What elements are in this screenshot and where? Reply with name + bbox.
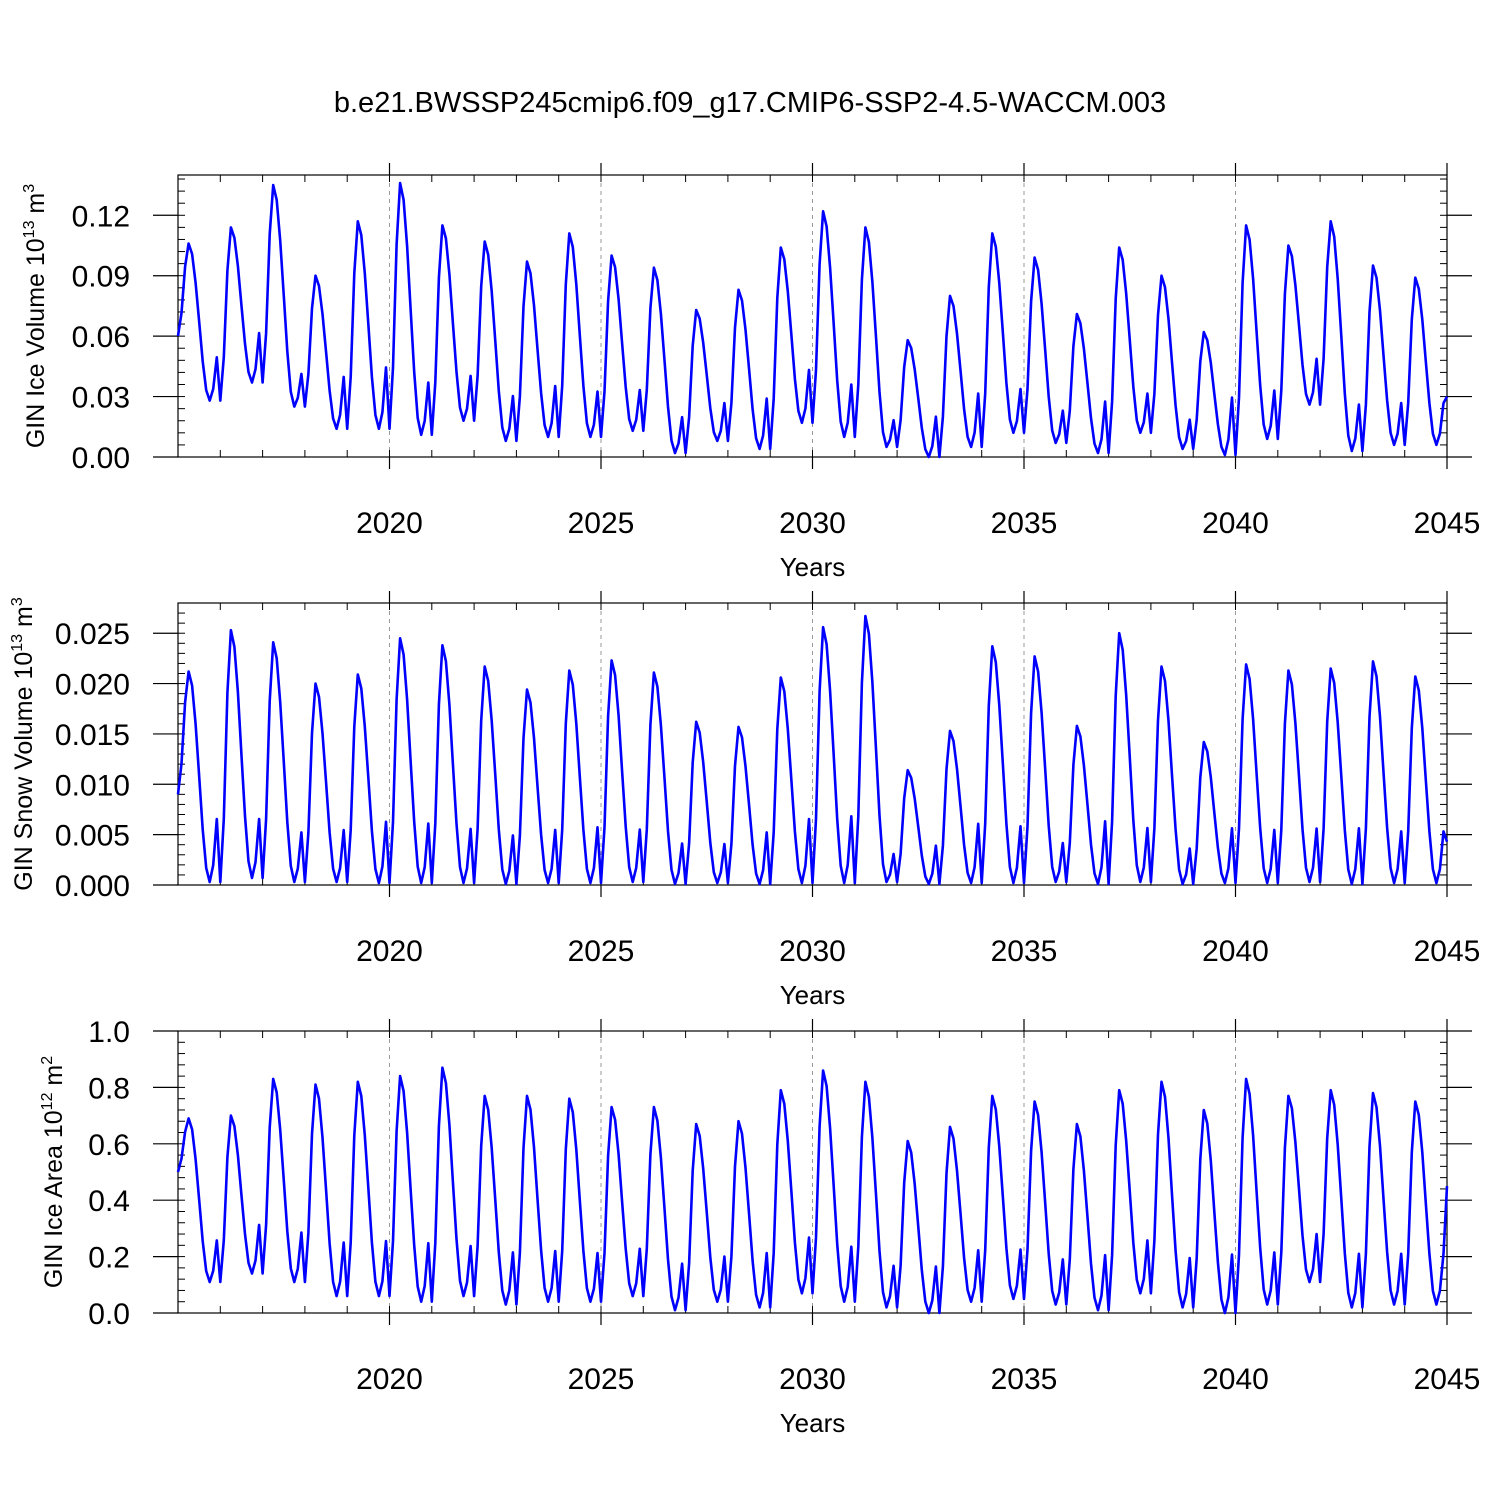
y-tick-label-0.005: 0.005 [55,820,130,853]
y-tick-label-0.00: 0.00 [72,442,130,475]
x-tick-label-2020: 2020 [356,507,423,540]
x-axis-label: Years [780,1408,846,1438]
y-tick-label-1.0: 1.0 [88,1016,130,1049]
x-tick-label-2025: 2025 [568,935,635,968]
x-tick-label-2045: 2045 [1414,507,1481,540]
y-tick-label-0.12: 0.12 [72,200,130,233]
y-tick-label-0.8: 0.8 [88,1072,130,1105]
y-tick-label-0.09: 0.09 [72,261,130,294]
x-tick-label-2040: 2040 [1202,935,1269,968]
x-tick-label-2035: 2035 [991,935,1058,968]
y-tick-label-0.000: 0.000 [55,870,130,903]
y-tick-label-0.2: 0.2 [88,1242,130,1275]
x-tick-label-2020: 2020 [356,935,423,968]
y-tick-label-0.010: 0.010 [55,769,130,802]
x-tick-label-2025: 2025 [568,1363,635,1396]
x-tick-label-2030: 2030 [779,935,846,968]
y-axis-label: GIN Snow Volume 1013 m3 [9,597,38,891]
chart-ice-volume: 2020 2025 2030 2035 2040 2045 0.00 0.03 0.06 0.09… [21,163,1480,582]
x-axis-label: Years [780,552,846,582]
y-tick-label-0.0: 0.0 [88,1298,130,1331]
x-tick-label-2045: 2045 [1414,1363,1481,1396]
y-tick-label-0.6: 0.6 [88,1129,130,1162]
y-tick-label-0.025: 0.025 [55,618,130,651]
y-tick-label-0.03: 0.03 [72,382,130,415]
x-tick-label-2040: 2040 [1202,1363,1269,1396]
x-tick-label-2035: 2035 [991,1363,1058,1396]
x-axis-label: Years [780,980,846,1010]
x-tick-label-2035: 2035 [991,507,1058,540]
plot-frame [177,602,1448,886]
series-line [176,1066,1449,1315]
y-tick-label-0.020: 0.020 [55,669,130,702]
chart-snow-volume: 2020 2025 2030 2035 2040 2045 0.000 0.005 0.010 0… [9,591,1480,1010]
series-line [176,181,1449,459]
y-axis-label: GIN Ice Volume 1013 m3 [21,184,50,448]
plot-frame [177,174,1448,458]
x-tick-label-2045: 2045 [1414,935,1481,968]
y-tick-label-0.015: 0.015 [55,719,130,752]
y-tick-label-0.06: 0.06 [72,321,130,354]
x-tick-label-2020: 2020 [356,1363,423,1396]
x-tick-label-2030: 2030 [779,507,846,540]
x-tick-label-2030: 2030 [779,1363,846,1396]
chart-ice-area: 2020 2025 2030 2035 2040 2045 0.0 0.2 0.4 0.6 0.8 1… [39,1016,1480,1438]
x-tick-label-2025: 2025 [568,507,635,540]
figure-title: b.e21.BWSSP245cmip6.f09_g17.CMIP6-SSP2-4… [334,87,1166,119]
x-tick-label-2040: 2040 [1202,507,1269,540]
series-line [176,614,1449,886]
y-tick-label-0.4: 0.4 [88,1185,130,1218]
y-axis-label: GIN Ice Area 1012 m2 [39,1056,68,1288]
